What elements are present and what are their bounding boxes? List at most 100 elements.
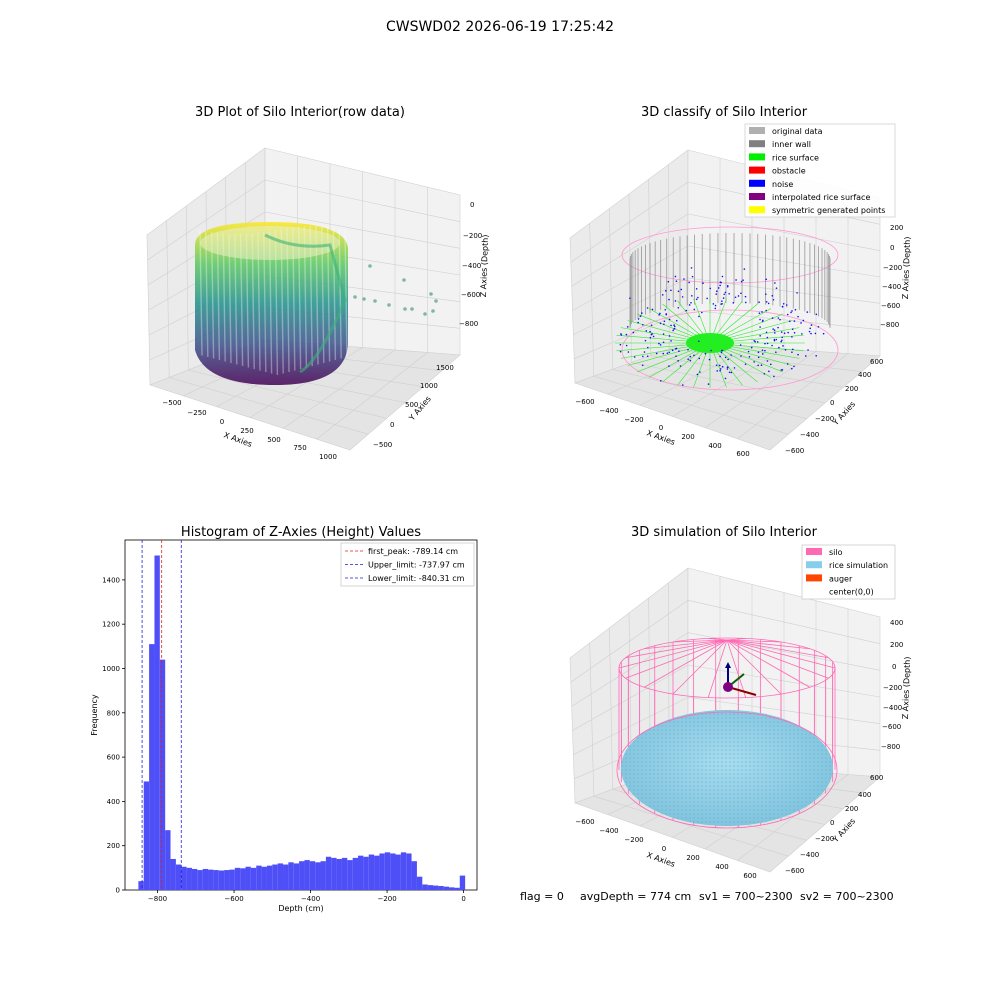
histogram-bar (406, 853, 412, 890)
histogram-bar (390, 853, 396, 890)
y-tick: 1500 (436, 364, 454, 372)
x-tick: 400 (715, 863, 728, 871)
x-tick: −600 (575, 818, 594, 826)
legend-label: first_peak: -789.14 cm (368, 547, 458, 556)
x-tick: 1000 (319, 453, 337, 461)
histogram-bar (159, 659, 166, 890)
x-tick: 200 (686, 854, 699, 862)
histogram-bar (443, 886, 450, 890)
y-ticks: 0 200 400 600 800 1000 1200 1400 (102, 576, 125, 895)
sv1-text: sv1 = 700~2300 (699, 890, 793, 903)
legend-swatch (806, 548, 822, 555)
histogram-bar (149, 644, 155, 890)
histogram-bar (358, 855, 364, 890)
histogram-bar (299, 861, 305, 890)
histogram-bar (352, 857, 359, 890)
histogram-bar (315, 862, 321, 890)
histogram-bar (154, 555, 160, 890)
legend-swatch (806, 561, 822, 569)
histogram-bar (191, 868, 198, 890)
x-tick: −250 (187, 409, 206, 417)
legend-label: inner wall (772, 140, 811, 149)
x-tick: 250 (240, 427, 253, 435)
histogram-bar (433, 885, 439, 890)
panel-raw-title: 3D Plot of Silo Interior(row data) (195, 105, 405, 120)
histogram-bar (277, 863, 284, 890)
pane-back-left (569, 149, 689, 384)
histogram-bar (181, 866, 187, 890)
histogram-bar (170, 858, 176, 890)
sv2-text: sv2 = 700~2300 (800, 890, 894, 903)
x-tick: −200 (624, 416, 643, 424)
z-tick: −200 (883, 264, 902, 272)
histogram-bar (202, 868, 209, 890)
panel-simulation-title: 3D simulation of Silo Interior (631, 525, 818, 540)
y-tick: −400 (800, 851, 819, 859)
z-tick: −800 (881, 743, 900, 751)
x-tick: −400 (599, 827, 618, 835)
histogram-bar (229, 869, 235, 890)
histogram-bar (288, 862, 294, 890)
y-tick: 500 (405, 401, 418, 409)
histogram-bar (234, 867, 241, 890)
y-tick-label: 1400 (102, 576, 120, 584)
x-tick-label: −800 (148, 895, 167, 903)
histogram-bar (261, 866, 267, 890)
y-tick-label: 1200 (102, 621, 120, 629)
legend-swatch (749, 140, 765, 148)
x-ticks: −800 −600 −400 −200 0 (148, 890, 466, 903)
y-tick: −600 (785, 867, 804, 875)
histogram-bar (411, 861, 417, 890)
figure-title: CWSWD02 2026-06-19 17:25:42 (386, 19, 614, 35)
histogram-bar (272, 864, 278, 890)
x-tick: 500 (267, 436, 280, 444)
legend-label: rice surface (772, 153, 819, 162)
y-tick: 200 (845, 385, 858, 393)
histogram-bar (400, 852, 407, 890)
legend: silo rice simulation auger center(0,0) (801, 544, 896, 600)
z-tick: −400 (462, 262, 481, 270)
panel-simulation-3d: 3D simulation of Silo Interior silo rice … (569, 525, 912, 880)
y-tick: 0 (830, 819, 834, 827)
histogram-bar (395, 854, 401, 890)
y-tick-label: 400 (107, 798, 120, 806)
legend-swatch (749, 166, 765, 174)
legend-label: center(0,0) (829, 588, 874, 597)
y-tick-label: 0 (116, 887, 120, 895)
panel-classify-3d: 3D classify of Silo Interior original da… (569, 105, 912, 458)
histogram-bar (384, 852, 391, 890)
histogram-bar (256, 865, 262, 890)
y-tick: 400 (858, 791, 871, 799)
histogram-bar (250, 867, 257, 890)
status-footer: flag = 0 avgDepth = 774 cm sv1 = 700~230… (520, 890, 894, 903)
x-tick-label: −200 (377, 895, 396, 903)
legend-label: obstacle (772, 167, 806, 176)
histogram-bar (197, 870, 203, 890)
z-tick: −200 (463, 232, 482, 240)
histogram-bar (186, 867, 192, 890)
reference-lines (141, 540, 182, 890)
panel-classify-title: 3D classify of Silo Interior (641, 105, 808, 120)
z-tick: −800 (459, 320, 478, 328)
y-tick: −400 (800, 431, 819, 439)
legend-label: original data (772, 127, 823, 136)
raw-data-points (195, 222, 438, 385)
y-tick: −200 (815, 415, 834, 423)
histogram-bar (240, 868, 246, 890)
histogram-bar (143, 781, 150, 890)
histogram-bar (422, 884, 428, 890)
histogram-bar (336, 858, 342, 890)
plot-area (124, 539, 478, 891)
histogram-bar (266, 865, 273, 890)
legend-label: Lower_limit: -840.31 cm (368, 574, 465, 583)
y-tick: 400 (858, 371, 871, 379)
legend-label: silo (829, 548, 843, 557)
x-tick: 600 (736, 450, 749, 458)
histogram-bar (283, 864, 289, 890)
legend: first_peak: -789.14 cm Upper_limit: -737.… (340, 542, 475, 587)
histogram-bar (368, 854, 375, 890)
x-tick: 750 (293, 444, 306, 452)
histogram-bar (138, 881, 144, 890)
x-tick-label: 0 (461, 895, 465, 903)
x-tick: −600 (575, 398, 594, 406)
